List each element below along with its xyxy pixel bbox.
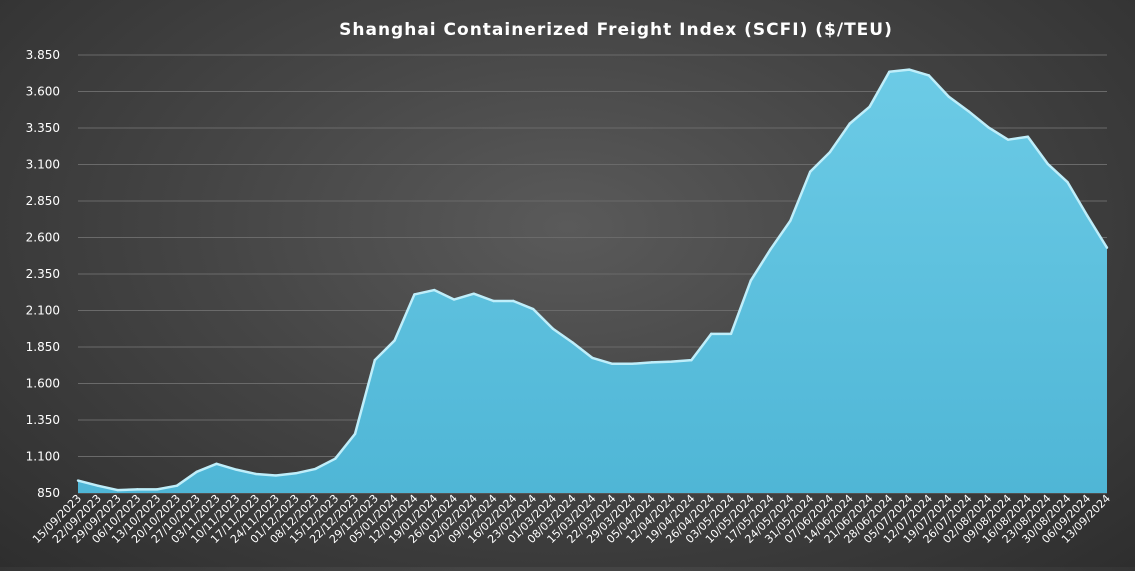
data-point bbox=[155, 488, 159, 491]
data-point bbox=[630, 362, 634, 365]
data-point bbox=[116, 488, 119, 492]
data-point bbox=[531, 307, 535, 311]
y-tick-label: 2.350 bbox=[26, 267, 60, 281]
data-point bbox=[393, 339, 396, 342]
y-tick-label: 3.350 bbox=[26, 121, 60, 135]
data-point bbox=[650, 361, 654, 364]
data-point bbox=[195, 470, 198, 474]
data-point bbox=[136, 488, 139, 491]
data-point bbox=[749, 279, 753, 282]
data-point bbox=[551, 327, 555, 330]
data-point bbox=[215, 462, 218, 465]
data-point bbox=[1066, 180, 1069, 184]
y-tick-label: 850 bbox=[37, 486, 60, 500]
data-point bbox=[611, 362, 614, 365]
data-point bbox=[254, 472, 258, 476]
data-point bbox=[353, 432, 357, 436]
data-point bbox=[848, 122, 851, 125]
data-point bbox=[670, 360, 673, 363]
y-tick-label: 1.350 bbox=[26, 413, 60, 427]
data-point bbox=[334, 457, 337, 460]
data-point bbox=[789, 219, 792, 222]
data-point bbox=[294, 472, 297, 475]
x-axis-ticks: 15/09/202322/09/202329/09/202306/10/2023… bbox=[30, 492, 1113, 546]
data-point bbox=[808, 170, 812, 173]
data-point bbox=[947, 95, 950, 98]
data-point bbox=[432, 288, 436, 292]
data-point bbox=[927, 74, 931, 77]
data-point bbox=[472, 292, 475, 295]
data-point bbox=[967, 110, 970, 113]
data-point bbox=[571, 341, 574, 344]
data-point bbox=[314, 467, 317, 471]
data-point bbox=[907, 68, 911, 71]
data-point bbox=[175, 484, 179, 487]
y-tick-label: 3.100 bbox=[26, 158, 60, 172]
data-point bbox=[769, 247, 772, 251]
y-axis-ticks: 850 1.100 1.350 1.600 1.850 2.100 2.350 2.600 2.… bbox=[26, 48, 60, 500]
y-tick-label: 2.600 bbox=[26, 231, 60, 245]
data-point bbox=[492, 299, 495, 303]
data-point bbox=[373, 358, 377, 362]
data-point bbox=[413, 293, 416, 296]
data-point bbox=[235, 468, 238, 471]
y-tick-label: 3.600 bbox=[26, 85, 60, 99]
data-point bbox=[1006, 138, 1010, 141]
data-point bbox=[729, 332, 733, 336]
data-point bbox=[987, 126, 990, 129]
data-point bbox=[1105, 246, 1109, 249]
data-point bbox=[1086, 214, 1089, 217]
data-point bbox=[710, 332, 713, 336]
data-point bbox=[591, 356, 594, 360]
data-point bbox=[512, 299, 515, 303]
y-tick-label: 2.850 bbox=[26, 194, 60, 208]
y-tick-label: 1.100 bbox=[26, 450, 60, 464]
data-point bbox=[1026, 135, 1030, 138]
data-point bbox=[1046, 162, 1049, 165]
data-point bbox=[690, 358, 693, 362]
data-point bbox=[96, 484, 99, 487]
data-point bbox=[76, 479, 80, 482]
y-tick-label: 1.600 bbox=[26, 377, 60, 391]
area-series bbox=[76, 68, 1109, 493]
data-point bbox=[868, 105, 871, 109]
data-point bbox=[828, 150, 832, 154]
data-point bbox=[888, 70, 891, 73]
y-tick-label: 2.100 bbox=[26, 304, 60, 318]
data-point bbox=[274, 474, 278, 477]
area-fill bbox=[78, 69, 1107, 493]
y-tick-label: 1.850 bbox=[26, 340, 60, 354]
data-point bbox=[452, 298, 456, 301]
y-tick-label: 3.850 bbox=[26, 48, 60, 62]
chart-title: Shanghai Containerized Freight Index (SC… bbox=[339, 20, 893, 40]
